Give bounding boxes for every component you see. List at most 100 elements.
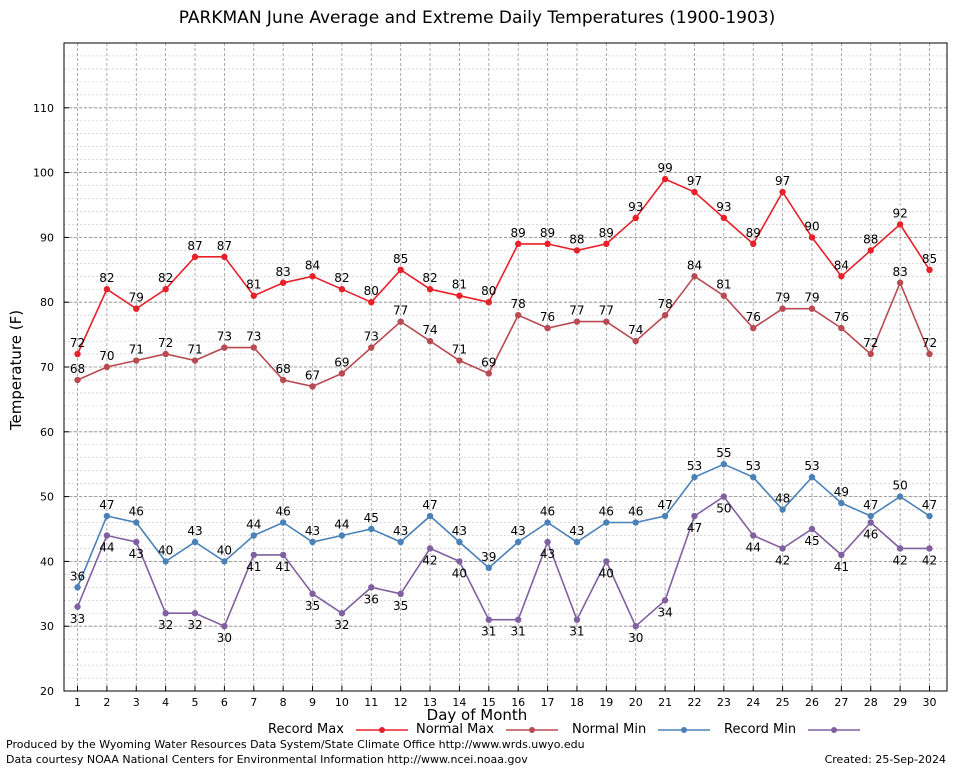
data-label-normal-max: 67 (305, 368, 320, 382)
data-label-normal-max: 76 (746, 310, 761, 324)
data-label-record-max: 87 (187, 239, 202, 253)
data-point-record-min (426, 545, 434, 552)
data-point-record-max (896, 221, 904, 228)
data-label-normal-min: 45 (364, 511, 379, 525)
data-label-record-max: 82 (158, 271, 173, 285)
series-line-record-min (76, 495, 930, 628)
y-axis-label: Temperature (F) (7, 309, 25, 431)
data-label-normal-max: 71 (129, 343, 144, 357)
data-point-record-max (838, 273, 845, 280)
data-label-normal-max: 70 (99, 349, 114, 363)
legend-label: Normal Min (572, 722, 647, 737)
data-label-record-max: 84 (834, 258, 849, 272)
series-line-normal-max (77, 275, 931, 388)
data-point-normal-max (103, 363, 111, 371)
data-label-record-min: 41 (276, 560, 291, 574)
data-point-normal-max (191, 357, 199, 364)
x-tick-label: 9 (309, 696, 316, 709)
data-label-normal-max: 73 (217, 330, 232, 344)
data-label-record-max: 89 (540, 226, 555, 240)
y-tick-label: 110 (33, 102, 54, 115)
data-point-record-min (162, 610, 169, 617)
data-point-normal-max (661, 311, 669, 319)
data-point-normal-min (250, 532, 257, 539)
data-point-record-min (74, 603, 81, 610)
y-tick-label: 70 (40, 361, 54, 374)
data-label-record-max: 84 (305, 258, 320, 272)
x-tick-label: 15 (482, 696, 496, 709)
data-label-record-min: 43 (129, 547, 144, 561)
data-point-record-max (309, 273, 316, 280)
data-point-normal-max (456, 357, 463, 364)
data-point-normal-min (103, 512, 111, 520)
data-label-record-min: 42 (892, 553, 907, 567)
data-point-normal-min (808, 473, 816, 481)
data-label-normal-min: 53 (746, 459, 761, 473)
data-point-record-min (250, 551, 257, 559)
y-tick-label: 50 (40, 491, 54, 504)
x-tick-label: 8 (280, 696, 287, 709)
x-tick-label: 7 (250, 696, 257, 709)
data-point-record-min (926, 545, 933, 552)
data-point-record-max (603, 240, 610, 248)
y-tick-label: 40 (40, 555, 54, 568)
data-point-record-max (74, 350, 81, 358)
legend-record-min: Record Min (724, 722, 862, 738)
data-point-record-min (661, 597, 669, 604)
data-point-normal-max (573, 318, 581, 325)
data-label-normal-max: 79 (804, 291, 819, 305)
data-point-normal-min (573, 538, 581, 546)
data-point-normal-min (309, 538, 316, 546)
data-point-record-max (485, 299, 493, 306)
data-point-record-max (426, 286, 434, 293)
x-tick-label: 17 (541, 696, 555, 709)
data-label-normal-max: 78 (511, 297, 526, 311)
data-label-normal-max: 77 (393, 304, 408, 318)
data-label-normal-max: 69 (334, 355, 349, 369)
data-point-normal-min (750, 473, 757, 481)
data-point-normal-min (456, 538, 463, 546)
data-label-normal-min: 55 (716, 446, 731, 460)
chart-title: PARKMAN June Average and Extreme Daily T… (178, 8, 776, 28)
data-label-record-min: 42 (775, 553, 790, 567)
data-point-normal-min (485, 564, 493, 572)
data-label-record-max: 99 (657, 161, 672, 175)
data-label-normal-max: 74 (422, 323, 437, 337)
data-point-normal-max (309, 383, 316, 390)
data-label-record-max: 85 (393, 252, 408, 266)
data-point-record-min (544, 538, 551, 546)
data-point-record-max (191, 253, 199, 261)
data-point-normal-min (191, 538, 199, 546)
data-point-normal-max (74, 376, 81, 384)
x-tick-label: 18 (570, 696, 584, 709)
data-point-record-max (397, 266, 404, 273)
data-point-record-min (691, 512, 698, 520)
data-point-normal-max (133, 357, 140, 364)
data-point-normal-max (808, 305, 816, 312)
data-label-record-min: 43 (540, 547, 555, 561)
data-label-normal-min: 50 (892, 479, 907, 493)
data-label-record-min: 32 (334, 618, 349, 632)
data-point-record-min (896, 545, 904, 552)
data-label-record-min: 42 (422, 553, 437, 567)
data-point-record-min (750, 532, 757, 539)
data-label-normal-max: 78 (657, 297, 672, 311)
data-label-normal-max: 76 (540, 310, 555, 324)
data-label-normal-max: 76 (834, 310, 849, 324)
data-point-normal-min (926, 512, 933, 520)
x-tick-label: 29 (893, 696, 907, 709)
legend-swatch-normal-max (506, 726, 559, 733)
data-label-record-max: 89 (599, 226, 614, 240)
data-label-normal-min: 49 (834, 485, 849, 499)
data-point-record-max (279, 279, 287, 286)
x-tick-label: 14 (452, 696, 466, 709)
data-label-normal-max: 71 (452, 343, 467, 357)
data-label-normal-min: 40 (217, 543, 232, 557)
data-point-record-max (632, 214, 639, 222)
data-point-record-max (544, 240, 551, 248)
data-label-record-max: 87 (217, 239, 232, 253)
data-point-record-min (514, 616, 522, 623)
data-label-record-max: 82 (422, 271, 437, 285)
legend-swatch-record-max (356, 726, 409, 733)
